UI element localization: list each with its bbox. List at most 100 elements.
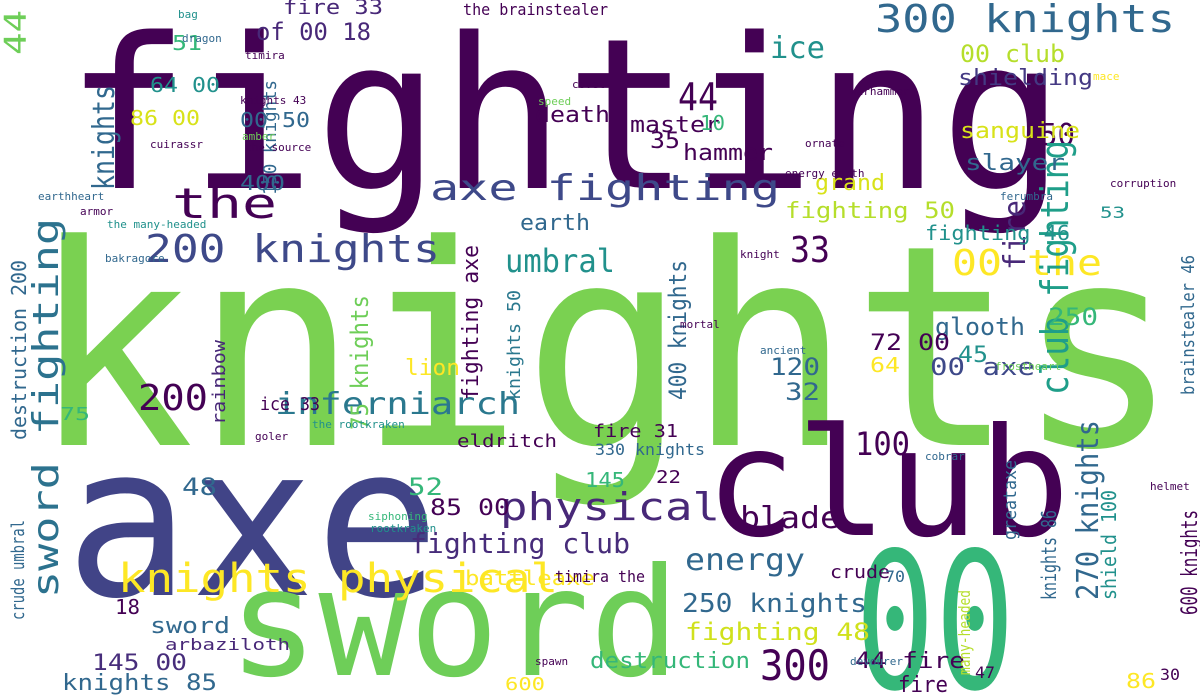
word: 10 <box>700 111 725 135</box>
word: 00 the <box>952 243 1102 284</box>
word: energy <box>685 543 805 578</box>
word: earthheart <box>38 190 104 203</box>
word: sword fighting <box>26 218 67 598</box>
word: 35 <box>650 129 680 154</box>
word: armor <box>80 205 113 218</box>
word: greataxe <box>1000 460 1021 540</box>
word: mace <box>1093 70 1120 83</box>
word: knight <box>740 248 780 261</box>
word: fire <box>998 200 1033 270</box>
word: 48 <box>182 473 217 501</box>
word: 00 club <box>960 40 1065 68</box>
word: axe <box>65 400 440 645</box>
word: devourer <box>850 655 903 668</box>
word: ferumbra <box>1000 190 1053 203</box>
word: glooth <box>935 313 1025 341</box>
word: fighting 48 <box>685 618 870 646</box>
word: 100 <box>855 425 910 463</box>
word: fire 31 <box>593 421 678 442</box>
word: slayer <box>965 151 1065 176</box>
word: physical <box>500 485 720 529</box>
word: 00 50 <box>240 108 310 132</box>
word: ice 33 <box>260 394 320 415</box>
word: fighting axe <box>459 245 484 400</box>
word: 47 <box>975 663 995 682</box>
word: 270 knights <box>1071 420 1106 600</box>
word: siphoning <box>368 510 428 523</box>
word: eldritch <box>457 431 557 452</box>
word: inferniarch <box>275 387 520 422</box>
word: 18 <box>115 595 140 619</box>
word: 53 <box>1100 203 1125 222</box>
word: earth <box>520 211 590 236</box>
word: crude umbral <box>8 520 29 620</box>
word: bakragore <box>105 252 165 265</box>
word: bag <box>178 8 198 21</box>
word: destruction <box>590 649 750 674</box>
word: fighting 50 <box>785 199 955 224</box>
word: fighting <box>65 0 1065 238</box>
word: 85 00 <box>430 496 510 521</box>
word: fighting 46 <box>925 221 1070 245</box>
word: 400 knights <box>664 260 692 400</box>
word: lion <box>405 356 460 381</box>
word: hammer <box>683 141 773 166</box>
word: blade <box>740 501 840 536</box>
word: 200 knights <box>145 227 440 271</box>
word: cuirassr <box>150 138 203 151</box>
word: 00 <box>855 512 1015 700</box>
word: mortal <box>680 318 720 331</box>
word: master <box>630 113 720 138</box>
word: shielding <box>958 66 1093 91</box>
word: 300 <box>760 641 830 690</box>
word: 33 <box>790 230 830 271</box>
word: many-headed <box>955 590 974 675</box>
word: 30 <box>1160 665 1180 684</box>
word: warhammer <box>850 85 910 98</box>
word: 86 00 <box>130 106 200 130</box>
word: knights 85 <box>62 671 217 696</box>
word: knights 50 <box>504 290 525 400</box>
word: sword <box>228 537 680 700</box>
word: 150 knights <box>260 80 281 195</box>
word: the source <box>245 141 311 154</box>
word: rootkraken <box>370 522 436 535</box>
word: fire 33 <box>283 0 383 19</box>
word: 250 knights <box>682 589 867 619</box>
word: 120 <box>770 353 820 381</box>
word: 200 <box>138 378 208 419</box>
word: sword <box>150 614 230 639</box>
word: the brainstealer <box>463 0 608 19</box>
word: 22 <box>656 467 681 488</box>
word: knights physical <box>118 556 558 602</box>
word: spawn <box>535 655 568 668</box>
word: dragon <box>182 32 222 45</box>
word: 64 <box>870 353 900 377</box>
word: 86 <box>1126 669 1156 693</box>
word: knights <box>30 186 1180 512</box>
word: frostheart <box>995 360 1061 373</box>
word: energy earth <box>785 167 864 180</box>
word: 44 <box>0 10 34 55</box>
word: timira the <box>555 567 645 586</box>
word: crude <box>830 562 890 583</box>
word: timira <box>245 49 285 62</box>
word: goler <box>255 430 288 443</box>
word: cobrar <box>925 450 965 463</box>
word: helmet <box>1150 480 1190 493</box>
word: 51 <box>172 31 202 55</box>
word: 145 00 <box>92 651 187 676</box>
word: brainstealer 46 <box>1178 255 1199 395</box>
word: club <box>705 397 1070 571</box>
word: fighting club <box>410 527 630 560</box>
word: arbaziloth <box>165 635 290 654</box>
word: ornate <box>805 137 845 150</box>
word: corruption <box>1110 177 1176 190</box>
word: 52 <box>408 473 443 501</box>
word: covet <box>572 78 605 91</box>
word: knights 43 <box>240 94 306 107</box>
word: 64 00 <box>150 73 220 97</box>
word: knights 86 <box>1037 510 1061 600</box>
